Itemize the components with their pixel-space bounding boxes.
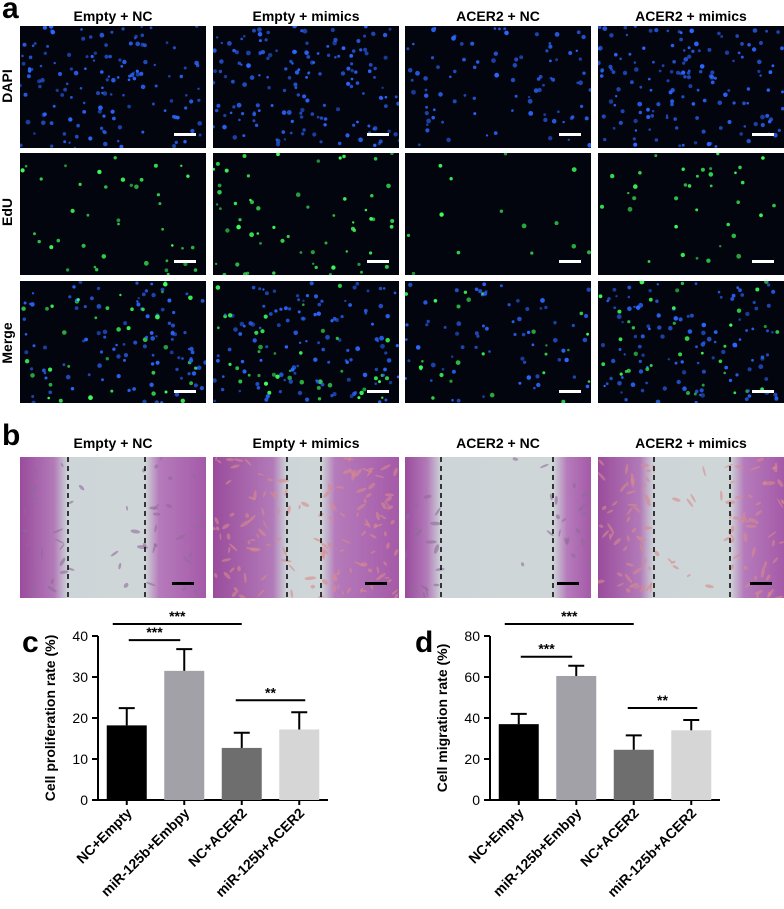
bar-4 — [279, 729, 320, 800]
migration-bar-chart: 0 20 40 60 80 Cell migration rate (%) NC+Empty… — [392, 600, 784, 904]
column-title-empty-nc: Empty + NC — [73, 8, 153, 24]
column-title-empty-mimics: Empty + mimics — [252, 8, 360, 24]
row-label-dapi: DAPI — [0, 69, 15, 103]
scale-bar — [752, 390, 774, 393]
wound-image-2 — [213, 457, 399, 598]
y-tick-label: 10 — [72, 751, 88, 767]
scale-bar — [559, 260, 581, 263]
significance-label: ** — [265, 684, 276, 700]
chart-svg-d: 0 20 40 60 80 Cell migration rate (%) NC+Empty… — [434, 608, 720, 900]
scale-bar — [365, 582, 387, 585]
y-tick-label: 30 — [72, 669, 88, 685]
x-tick-label: NC+Empty — [73, 805, 135, 867]
scale-bar — [174, 133, 196, 136]
y-tick-label: 0 — [472, 792, 480, 808]
bar-4 — [671, 730, 712, 800]
panel-label-b: b — [2, 419, 21, 452]
y-axis-label: Cell proliferation rate (%) — [42, 635, 58, 801]
y-tick-label: 0 — [80, 792, 88, 808]
scale-bar — [174, 260, 196, 263]
significance-label: *** — [146, 624, 163, 640]
y-tick-label: 60 — [464, 669, 480, 685]
y-tick-label: 20 — [464, 751, 480, 767]
scale-bar — [367, 390, 389, 393]
scale-bar — [750, 582, 772, 585]
micro-image-edu-3 — [405, 153, 591, 275]
scale-bar — [174, 390, 196, 393]
micro-image-edu-1 — [20, 153, 206, 275]
bar-2 — [164, 670, 205, 800]
scale-bar — [559, 133, 581, 136]
row-label-merge: Merge — [0, 322, 15, 364]
micro-image-edu-2 — [213, 153, 399, 275]
column-title-acer2-mimics: ACER2 + mimics — [635, 8, 747, 24]
wound-image-4 — [598, 457, 784, 598]
micro-image-dapi-3 — [405, 26, 591, 148]
significance-label: *** — [169, 608, 186, 624]
scale-bar — [559, 390, 581, 393]
proliferation-bar-chart: 0 10 20 30 40 Cell proliferation rate (%) NC+E… — [0, 600, 392, 904]
panel-label-c: c — [22, 626, 39, 659]
micro-image-merge-3 — [405, 281, 591, 403]
wound-image-3 — [405, 457, 591, 598]
scale-bar — [367, 133, 389, 136]
row-label-edu: EdU — [0, 198, 15, 226]
micro-image-dapi-2 — [213, 26, 399, 148]
chart-svg-c: 0 10 20 30 40 Cell proliferation rate (%) NC+E… — [42, 608, 328, 900]
panel-label-a: a — [2, 0, 19, 25]
column-title-acer2-nc: ACER2 + NC — [456, 8, 540, 24]
wound-title-empty-mimics: Empty + mimics — [252, 435, 360, 451]
y-tick-label: 40 — [72, 628, 88, 644]
scale-bar — [752, 133, 774, 136]
wound-title-acer2-nc: ACER2 + NC — [456, 435, 540, 451]
significance-label: *** — [538, 641, 555, 657]
bar-1 — [498, 724, 539, 800]
y-tick-label: 40 — [464, 710, 480, 726]
significance-label: *** — [561, 608, 578, 624]
y-tick-label: 20 — [72, 710, 88, 726]
micro-image-merge-2 — [213, 281, 399, 403]
wound-image-1 — [20, 457, 206, 598]
scale-bar — [367, 260, 389, 263]
micro-image-merge-1 — [20, 281, 206, 403]
x-tick-label: NC+Empty — [465, 805, 527, 867]
bar-3 — [613, 749, 654, 800]
panel-label-d: d — [415, 626, 434, 659]
scale-bar — [557, 582, 579, 585]
micro-image-merge-4 — [598, 281, 784, 403]
significance-label: ** — [657, 692, 668, 708]
scale-bar — [172, 582, 194, 585]
bar-1 — [106, 725, 147, 800]
y-axis-label: Cell migration rate (%) — [434, 644, 450, 793]
micro-image-edu-4 — [598, 153, 784, 275]
wound-title-acer2-mimics: ACER2 + mimics — [635, 435, 747, 451]
bar-3 — [221, 747, 262, 800]
bar-2 — [556, 675, 597, 800]
micro-image-dapi-1 — [20, 26, 206, 148]
micro-image-dapi-4 — [598, 26, 784, 148]
wound-title-empty-nc: Empty + NC — [73, 435, 153, 451]
scale-bar — [752, 260, 774, 263]
y-tick-label: 80 — [464, 628, 480, 644]
